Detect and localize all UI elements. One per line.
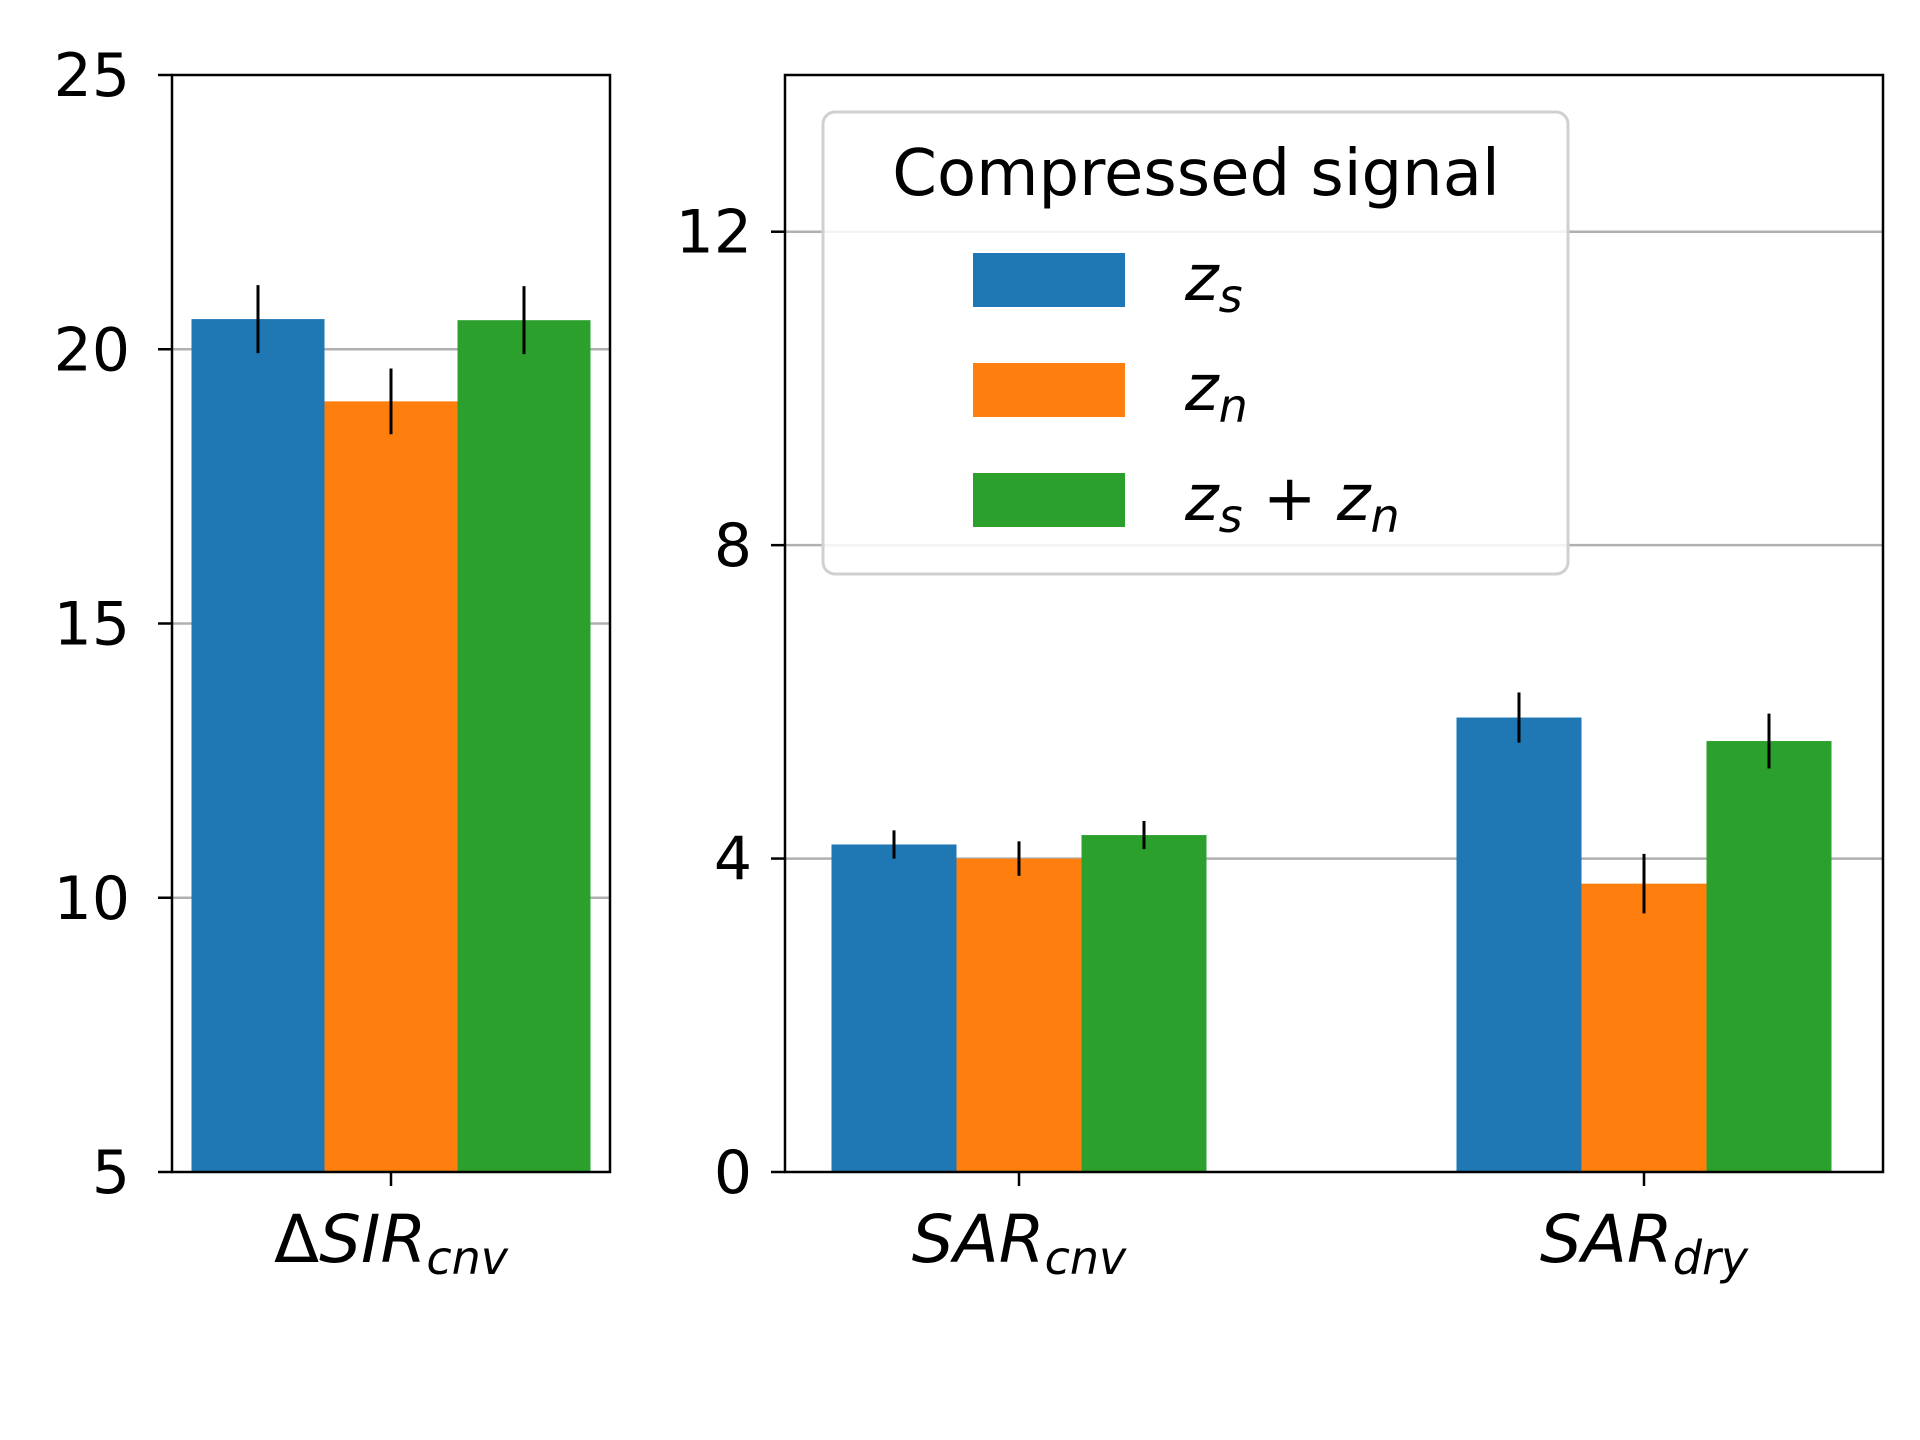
bar <box>956 858 1082 1172</box>
y-tick-label: 0 <box>714 1138 752 1208</box>
legend: Compressed signal zs zn zs + zn <box>821 110 1570 576</box>
bar <box>324 401 458 1172</box>
y-tick-label: 5 <box>92 1138 130 1208</box>
legend-label: zs + zn <box>1184 462 1400 543</box>
legend-label: zs <box>1184 242 1243 323</box>
bar <box>191 319 325 1172</box>
x-tick-label: ΔSIRcnv <box>274 1201 509 1285</box>
y-tick-label: 15 <box>54 590 130 660</box>
y-tick-label: 4 <box>714 825 752 895</box>
y-tick-label: 8 <box>714 511 752 581</box>
left-panel: 5 10 15 20 25 ΔSIRcnv <box>54 41 612 1285</box>
x-tick-label: SARdry <box>1540 1201 1749 1285</box>
legend-title: Compressed signal <box>892 137 1499 211</box>
axes-frame <box>783 73 1885 1174</box>
y-tick-label: 12 <box>676 198 752 268</box>
legend-swatch <box>973 473 1125 527</box>
y-tick-label: 20 <box>54 315 130 385</box>
x-tick-label: SARcnv <box>912 1201 1127 1285</box>
bar <box>1081 835 1207 1172</box>
bar <box>457 320 591 1172</box>
bar <box>831 844 957 1172</box>
y-tick-label: 10 <box>54 864 130 934</box>
right-panel: 0 4 8 12 SARcnv SARdry <box>676 73 1885 1285</box>
legend-label: zn <box>1184 352 1248 433</box>
bar <box>1706 741 1832 1172</box>
legend-swatch <box>973 363 1125 417</box>
bar <box>1581 883 1707 1172</box>
legend-frame <box>821 110 1570 576</box>
y-tick-label: 25 <box>54 41 130 111</box>
legend-swatch <box>973 253 1125 307</box>
bar <box>1456 717 1582 1172</box>
